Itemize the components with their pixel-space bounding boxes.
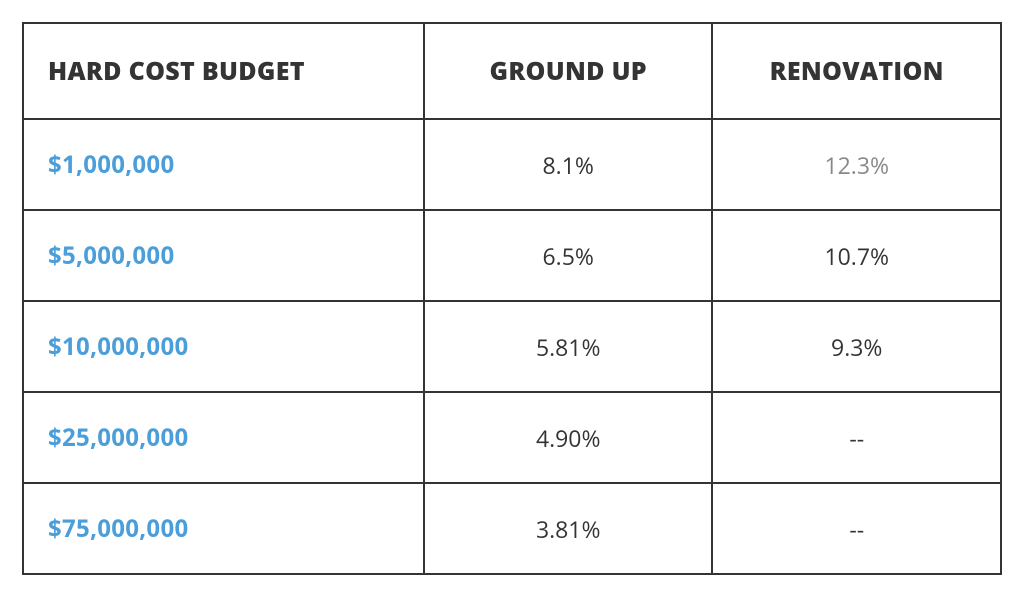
table-row: $25,000,000 4.90% --	[23, 392, 1001, 483]
ground-up-cell: 4.90%	[424, 392, 713, 483]
renovation-cell: 10.7%	[712, 210, 1001, 301]
budget-cell: $5,000,000	[23, 210, 424, 301]
cost-table: HARD COST BUDGET GROUND UP RENOVATION $1…	[22, 22, 1002, 575]
table-body: $1,000,000 8.1% 12.3% $5,000,000 6.5% 10…	[23, 119, 1001, 574]
ground-up-cell: 6.5%	[424, 210, 713, 301]
ground-up-cell: 5.81%	[424, 301, 713, 392]
renovation-cell: --	[712, 392, 1001, 483]
table-header-row: HARD COST BUDGET GROUND UP RENOVATION	[23, 23, 1001, 119]
table-row: $10,000,000 5.81% 9.3%	[23, 301, 1001, 392]
budget-cell: $10,000,000	[23, 301, 424, 392]
table-row: $5,000,000 6.5% 10.7%	[23, 210, 1001, 301]
budget-cell: $75,000,000	[23, 483, 424, 574]
budget-cell: $25,000,000	[23, 392, 424, 483]
budget-cell: $1,000,000	[23, 119, 424, 210]
column-header-budget: HARD COST BUDGET	[23, 23, 424, 119]
column-header-ground-up: GROUND UP	[424, 23, 713, 119]
cost-table-container: HARD COST BUDGET GROUND UP RENOVATION $1…	[22, 22, 1002, 575]
column-header-renovation: RENOVATION	[712, 23, 1001, 119]
renovation-cell: 12.3%	[712, 119, 1001, 210]
ground-up-cell: 8.1%	[424, 119, 713, 210]
table-header: HARD COST BUDGET GROUND UP RENOVATION	[23, 23, 1001, 119]
ground-up-cell: 3.81%	[424, 483, 713, 574]
table-row: $75,000,000 3.81% --	[23, 483, 1001, 574]
table-row: $1,000,000 8.1% 12.3%	[23, 119, 1001, 210]
renovation-cell: 9.3%	[712, 301, 1001, 392]
renovation-cell: --	[712, 483, 1001, 574]
